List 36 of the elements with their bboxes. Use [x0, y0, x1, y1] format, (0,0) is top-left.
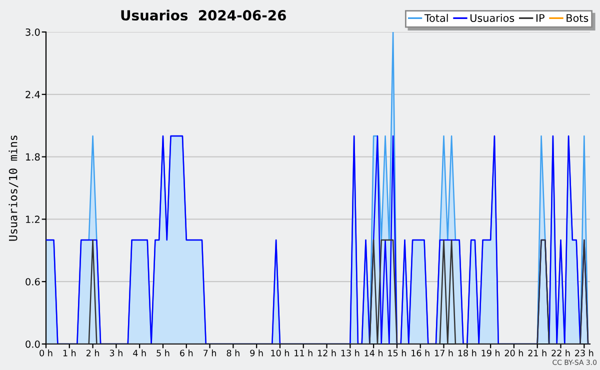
x-tick-label: 15 h — [388, 350, 406, 356]
x-tick-label: 18 h — [458, 350, 476, 356]
x-tick-label: 10 h — [271, 350, 289, 356]
x-tick-label: 0 h — [40, 350, 52, 356]
y-tick-label: 1.2 — [26, 216, 40, 223]
x-tick-label: 22 h — [552, 350, 570, 356]
x-tick-label: 9 h — [250, 350, 263, 356]
x-tick-label: 4 h — [133, 350, 146, 356]
x-tick-label: 16 h — [412, 350, 430, 356]
x-tick-label: 17 h — [434, 350, 453, 356]
legend-label: Bots — [566, 14, 588, 22]
y-tick-label: 2.4 — [26, 90, 40, 98]
x-tick-label: 23 h — [575, 350, 594, 356]
x-tick-label: 12 h — [318, 350, 336, 356]
y-tick-label: 3.0 — [26, 28, 40, 36]
x-tick-label: 8 h — [226, 350, 240, 356]
x-tick-label: 2 h — [86, 350, 99, 356]
x-tick-label: 19 h — [482, 350, 500, 356]
legend-label: Total — [424, 14, 448, 22]
x-tick-label: 11 h — [294, 350, 312, 356]
x-tick-label: 14 h — [364, 350, 383, 356]
x-tick-label: 7 h — [204, 350, 216, 356]
y-axis-title: Usuarios/10 mins — [8, 136, 18, 241]
legend-label: Usuarios — [470, 14, 514, 22]
x-tick-label: 21 h — [528, 350, 546, 356]
chart-title: Usuarios 2024-06-26 — [121, 10, 286, 21]
x-tick-label: 6 h — [180, 350, 193, 356]
x-tick-label: 3 h — [110, 350, 122, 356]
x-tick-label: 1 h — [63, 350, 76, 356]
x-tick-label: 5 h — [156, 350, 170, 356]
x-tick-label: 13 h — [341, 350, 360, 356]
y-tick-label: 0.6 — [26, 278, 40, 286]
y-tick-label: 0.0 — [26, 340, 40, 348]
y-tick-label: 1.8 — [26, 153, 40, 161]
legend-label: IP — [536, 14, 544, 22]
x-tick-label: 20 h — [504, 350, 523, 356]
